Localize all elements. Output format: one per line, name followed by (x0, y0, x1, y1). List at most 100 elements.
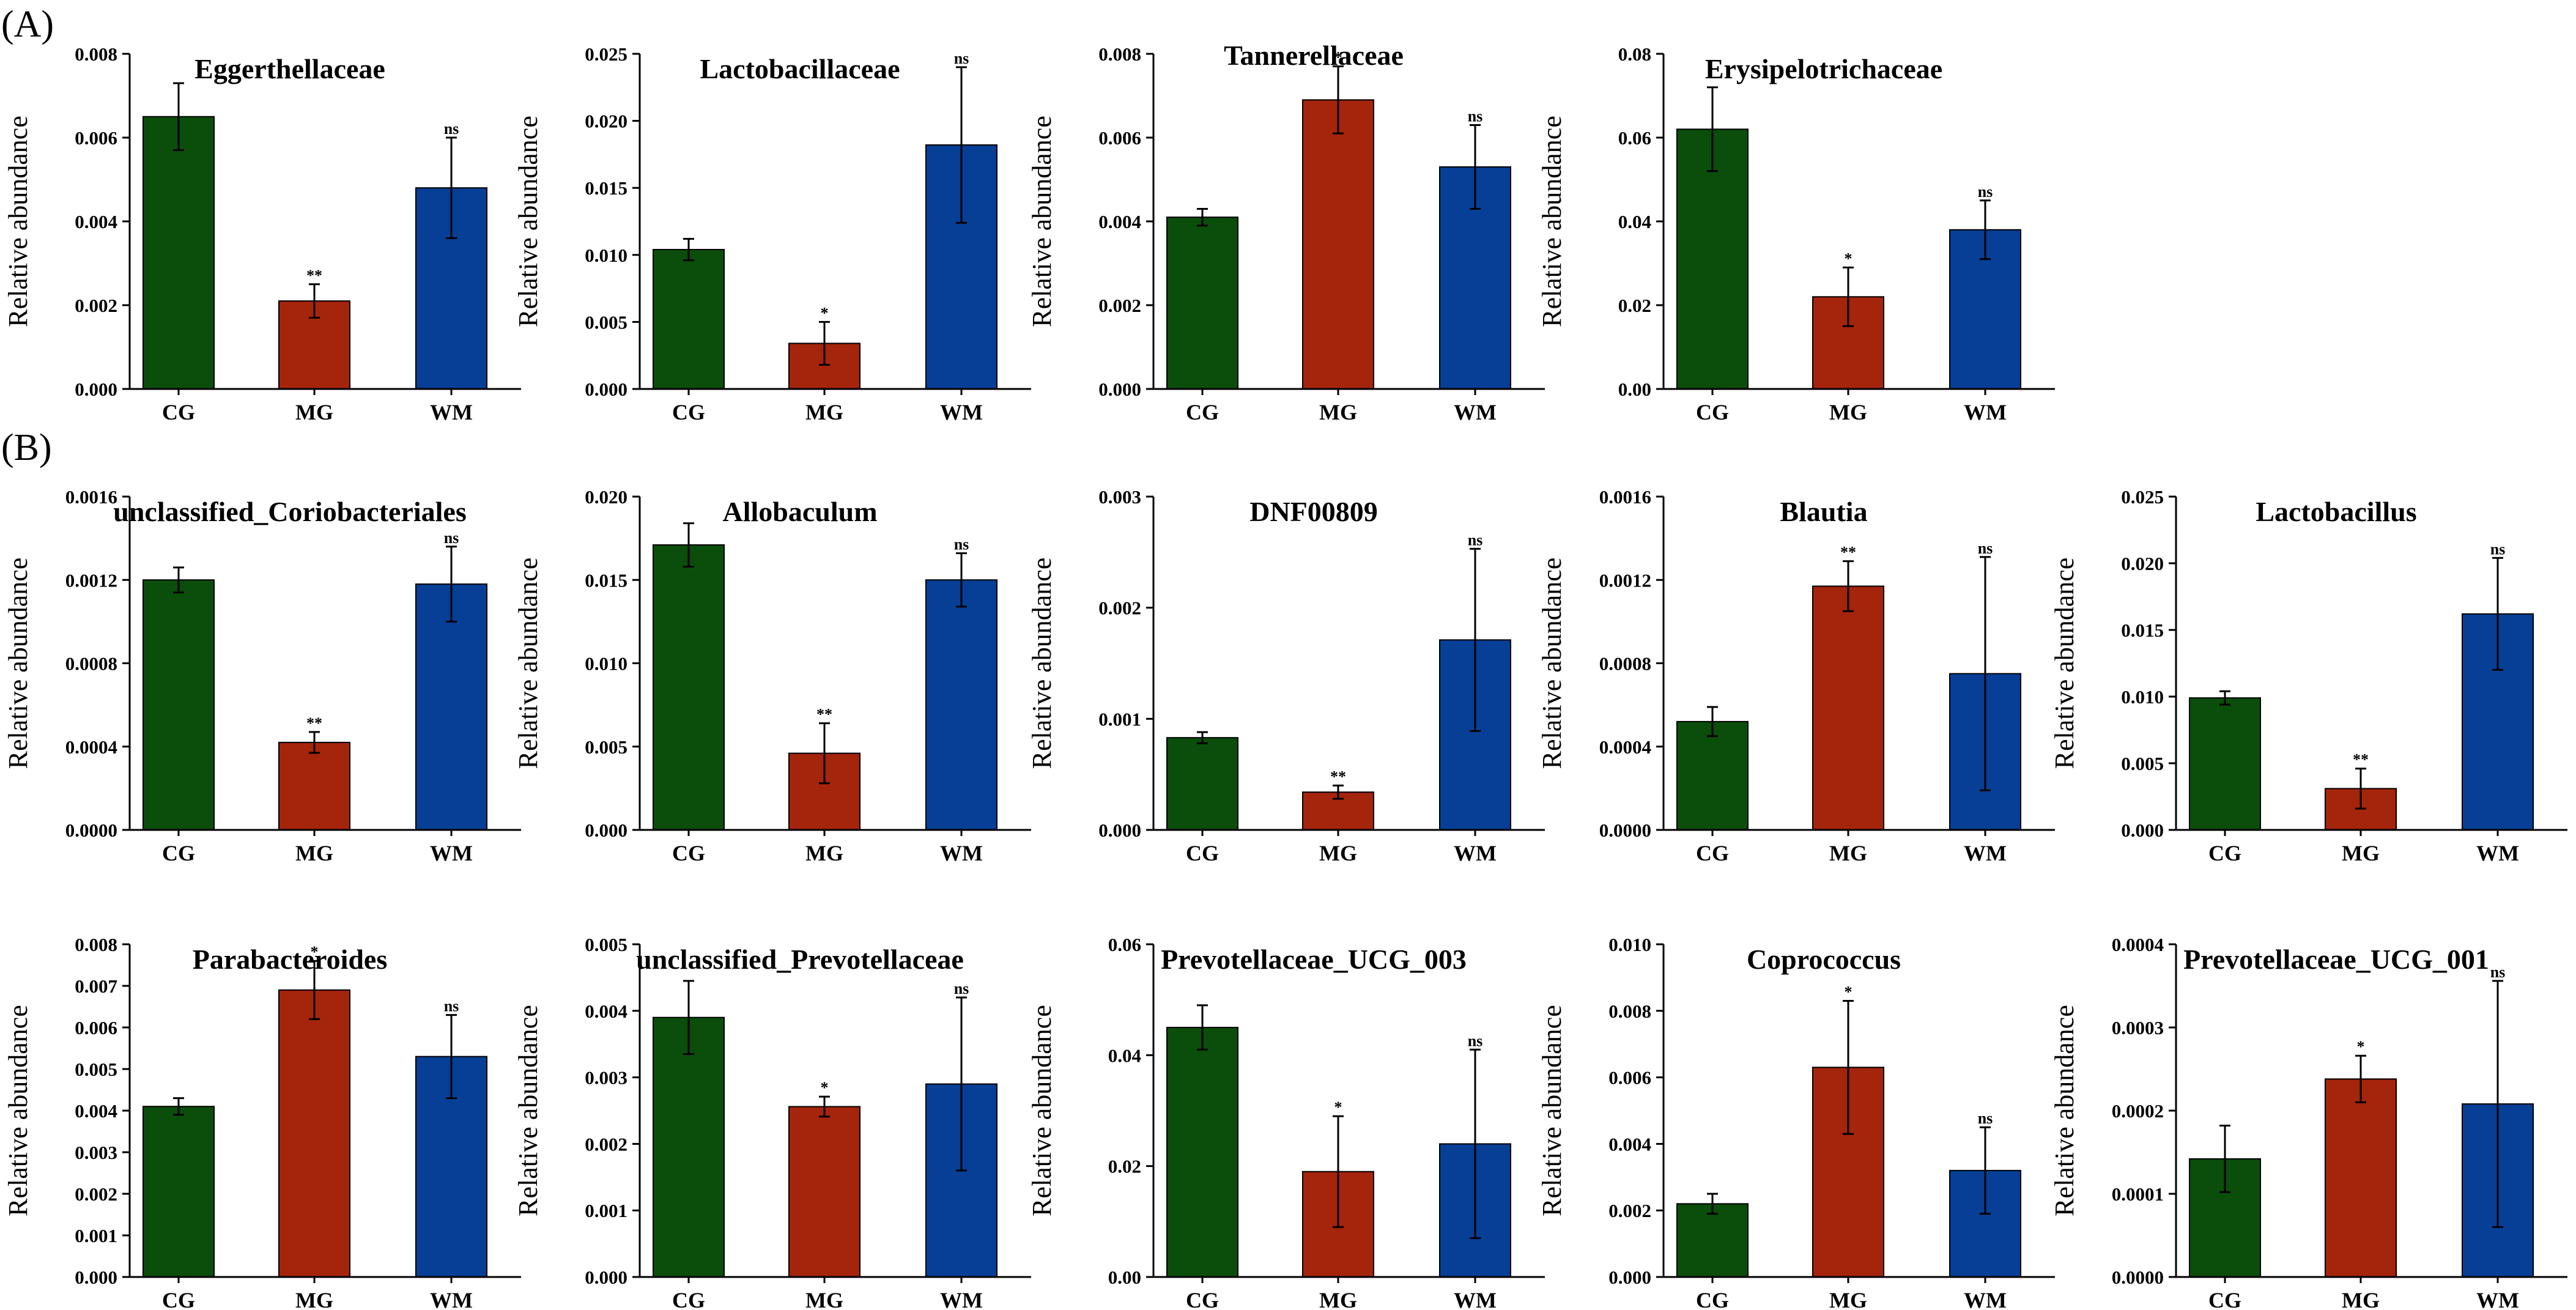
y-tick-label: 0.00 (1618, 379, 1651, 400)
bar-mg (278, 741, 350, 831)
x-tick-label: MG (1319, 841, 1357, 865)
significance-label: ns (2490, 963, 2506, 981)
y-tick-label: 0.000 (75, 379, 117, 400)
y-tick-label: 0.000 (1608, 1267, 1651, 1288)
chart-11: unclassified_Prevotellaceae Relative abun… (513, 934, 1031, 1310)
y-tick-label: 0.0002 (2112, 1100, 2164, 1122)
y-tick-label: 0.08 (1618, 43, 1651, 65)
y-tick-label: 0.008 (75, 43, 117, 65)
x-tick-label: CG (2208, 841, 2241, 865)
x-tick-label: CG (1696, 1288, 1729, 1310)
y-axis-label: Relative abundance (1537, 1005, 1567, 1216)
x-tick-label: CG (1696, 841, 1729, 865)
x-tick-label: WM (940, 1288, 983, 1310)
chart-title: Eggerthellaceae (194, 53, 385, 84)
significance-label: ns (1468, 107, 1483, 125)
bar-cg (142, 1106, 215, 1278)
y-tick-label: 0.003 (585, 1067, 627, 1089)
y-tick-label: 0.005 (2121, 753, 2164, 774)
y-tick-label: 0.025 (585, 43, 627, 65)
chart-title: Allobaculum (722, 496, 877, 527)
chart-10: Parabacteroides Relative abundance CG * MG ns… (3, 934, 521, 1310)
bar-cg (2189, 697, 2261, 831)
x-tick-label: WM (1964, 841, 2007, 865)
bar-cg (653, 1016, 725, 1278)
y-tick-label: 0.0001 (2112, 1183, 2164, 1205)
bar-mg (1302, 791, 1374, 831)
y-axis-label: Relative abundance (2049, 1005, 2079, 1216)
y-tick-label: 0.06 (1108, 934, 1141, 955)
y-tick-label: 0.00 (1108, 1267, 1141, 1288)
y-tick-label: 0.006 (75, 1017, 117, 1038)
x-tick-label: WM (1964, 1288, 2007, 1310)
chart-3: Tannerellaceae Relative abundance CG * MG ns W… (1027, 40, 1545, 424)
x-tick-label: CG (672, 400, 705, 424)
significance-label: ns (1468, 531, 1483, 549)
x-tick-label: CG (672, 841, 705, 865)
chart-7: DNF00809 Relative abundance CG ** MG ns WM 0.00… (1027, 486, 1545, 865)
x-tick-label: WM (1454, 400, 1497, 424)
x-tick-label: MG (295, 841, 333, 865)
significance-label: ns (954, 536, 969, 553)
panel-label-b: (B) (1, 427, 52, 468)
significance-label: ns (1978, 539, 1993, 557)
y-tick-label: 0.002 (75, 295, 117, 316)
y-tick-label: 0.005 (585, 311, 627, 333)
chart-13: Coprococcus Relative abundance CG * MG ns WM 0.… (1537, 934, 2055, 1310)
y-tick-label: 0.000 (75, 1267, 117, 1288)
y-tick-label: 0.006 (1098, 127, 1141, 149)
x-tick-label: MG (295, 1288, 333, 1310)
chart-9: Lactobacillus Relative abundance CG ** MG ns W… (2049, 486, 2567, 865)
significance-label: ns (444, 529, 459, 547)
bar-cg (653, 544, 725, 831)
bar-wm (925, 579, 997, 831)
chart-title: Blautia (1780, 496, 1867, 527)
y-tick-label: 0.003 (1098, 486, 1141, 508)
y-tick-label: 0.0016 (1599, 486, 1651, 508)
significance-label: ** (306, 267, 322, 284)
y-tick-label: 0.001 (585, 1200, 627, 1221)
x-tick-label: WM (2476, 841, 2519, 865)
bar-cg (142, 116, 215, 390)
y-tick-label: 0.04 (1108, 1045, 1141, 1066)
y-tick-label: 0.004 (75, 1100, 117, 1122)
x-tick-label: CG (672, 1288, 705, 1310)
x-tick-label: CG (162, 841, 195, 865)
x-tick-label: CG (2208, 1288, 2241, 1310)
x-tick-label: MG (1829, 841, 1867, 865)
y-tick-label: 0.006 (75, 127, 117, 149)
x-tick-label: WM (1454, 1288, 1497, 1310)
x-tick-label: WM (940, 400, 983, 424)
y-tick-label: 0.000 (585, 820, 627, 841)
y-tick-label: 0.008 (1098, 43, 1141, 65)
bar-mg (278, 989, 350, 1278)
x-tick-label: MG (1319, 1288, 1357, 1310)
chart-title: Prevotellaceae_UCG_001 (2183, 944, 2489, 975)
chart-8: Blautia Relative abundance CG ** MG ns WM 0.000… (1537, 486, 2055, 865)
chart-14: Prevotellaceae_UCG_001 Relative abundance… (2049, 934, 2567, 1310)
y-tick-label: 0.010 (2121, 686, 2164, 708)
y-axis-label: Relative abundance (1027, 116, 1057, 327)
x-tick-label: WM (430, 1288, 473, 1310)
significance-label: ns (2490, 540, 2506, 558)
y-tick-label: 0.0000 (65, 820, 117, 841)
y-tick-label: 0.0000 (1599, 820, 1651, 841)
y-axis-label: Relative abundance (513, 558, 543, 769)
y-tick-label: 0.005 (585, 736, 627, 758)
y-axis-label: Relative abundance (513, 116, 543, 327)
y-tick-label: 0.002 (1608, 1200, 1651, 1221)
y-tick-label: 0.000 (1098, 379, 1141, 400)
y-tick-label: 0.004 (1608, 1133, 1651, 1155)
y-tick-label: 0.025 (2121, 486, 2164, 508)
significance-label: ns (954, 50, 969, 67)
x-tick-label: WM (1964, 400, 2007, 424)
significance-label: * (821, 1079, 829, 1097)
y-tick-label: 0.0004 (65, 736, 117, 758)
x-tick-label: WM (430, 400, 473, 424)
y-tick-label: 0.003 (75, 1142, 117, 1163)
significance-label: * (1334, 49, 1342, 67)
x-tick-label: MG (805, 400, 843, 424)
x-tick-label: MG (295, 400, 333, 424)
significance-label: * (2357, 1038, 2365, 1056)
y-tick-label: 0.04 (1618, 211, 1651, 232)
